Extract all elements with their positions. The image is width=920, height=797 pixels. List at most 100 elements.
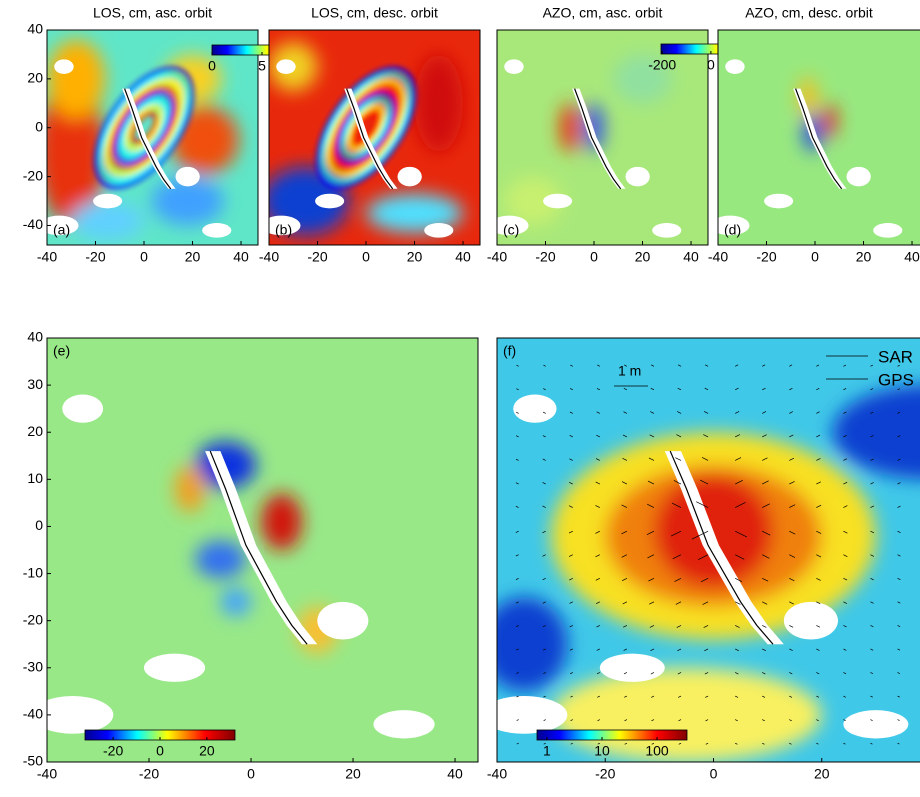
no-data	[54, 59, 73, 74]
x-tick-label: 20	[814, 766, 830, 782]
x-tick-label: -40	[708, 249, 728, 265]
no-data	[373, 710, 434, 738]
colorbar-tick-label: -20	[103, 743, 123, 759]
map-image	[37, 30, 258, 245]
no-data	[725, 59, 744, 74]
panel: AZO, cm, desc. orbit(d)-40-2002040	[708, 5, 920, 265]
x-tick-label: 40	[683, 249, 699, 265]
x-tick-label: 0	[140, 249, 148, 265]
no-data	[202, 223, 231, 238]
no-data	[652, 223, 681, 238]
legend-label: SAR	[878, 347, 913, 366]
colorbar-tick-label: 10	[594, 743, 610, 759]
no-data	[843, 710, 908, 738]
panel: (e)-40-2002040-50-40-30-20-10010203040-2…	[23, 329, 478, 782]
x-tick-label: 20	[856, 249, 872, 265]
x-tick-label: -20	[595, 766, 615, 782]
x-tick-label: -20	[85, 249, 105, 265]
figure: LOS, cm, asc. orbit(a)-40-2002040-40-200…	[0, 0, 920, 797]
x-tick-label: -40	[259, 249, 279, 265]
y-tick-label: 10	[27, 470, 43, 486]
panel-title: AZO, cm, asc. orbit	[543, 5, 663, 21]
colorbar-tick-label: 1	[543, 743, 551, 759]
no-data	[600, 654, 665, 682]
no-data	[543, 194, 572, 209]
colorbar-tick-label: 5	[258, 58, 266, 74]
blob	[195, 541, 246, 579]
x-tick-label: -20	[756, 249, 776, 265]
no-data	[317, 602, 368, 640]
blob	[415, 54, 464, 152]
colorbar-tick-label: 0	[707, 57, 715, 73]
blob	[47, 40, 105, 118]
no-data	[398, 167, 422, 187]
x-tick-label: -40	[37, 249, 57, 265]
panel: LOS, cm, desc. orbit(b)-40-2002040	[259, 5, 480, 265]
y-tick-label: 30	[27, 376, 43, 392]
x-tick-label: 40	[447, 766, 463, 782]
y-tick-label: -50	[23, 753, 43, 769]
map-image	[711, 30, 920, 245]
panel-label: (e)	[53, 343, 70, 359]
colorbar	[537, 730, 687, 740]
scale-label: 1 m	[618, 363, 641, 379]
map-image	[262, 30, 480, 245]
panel-label: (d)	[724, 222, 741, 238]
x-tick-label: 20	[185, 249, 201, 265]
blob	[822, 103, 837, 137]
y-tick-label: -20	[23, 611, 43, 627]
y-tick-label: -10	[23, 564, 43, 580]
no-data	[847, 167, 871, 187]
no-data	[784, 602, 838, 640]
panel-label: (f)	[503, 343, 516, 359]
x-tick-label: 20	[635, 249, 651, 265]
panel-label: (a)	[53, 222, 70, 238]
no-data	[176, 167, 200, 187]
x-tick-label: 0	[590, 249, 598, 265]
no-data	[513, 395, 556, 423]
panel-title: LOS, cm, desc. orbit	[311, 5, 438, 21]
panel-title: AZO, cm, desc. orbit	[745, 5, 873, 21]
x-tick-label: 0	[811, 249, 819, 265]
blob	[551, 668, 822, 762]
y-tick-label: -30	[23, 658, 43, 674]
no-data	[315, 194, 344, 209]
x-tick-label: -20	[535, 249, 555, 265]
panel-label: (b)	[275, 222, 292, 238]
x-tick-label: -20	[139, 766, 159, 782]
y-tick-label: 40	[27, 21, 43, 37]
no-data	[424, 223, 453, 238]
panel-label: (c)	[503, 222, 519, 238]
blob	[220, 588, 251, 616]
x-tick-label: 0	[247, 766, 255, 782]
y-tick-label: 0	[35, 118, 43, 134]
x-tick-label: 20	[407, 249, 423, 265]
blob	[175, 465, 206, 512]
y-tick-label: 20	[27, 70, 43, 86]
blob	[261, 493, 302, 550]
colorbar-tick-label: 0	[208, 58, 216, 74]
map-background	[47, 338, 478, 762]
colorbar-tick-label: -200	[648, 57, 676, 73]
panel-title: LOS, cm, asc. orbit	[93, 5, 212, 21]
y-tick-label: -40	[23, 216, 43, 232]
x-tick-label: -40	[487, 766, 507, 782]
x-tick-label: 0	[710, 766, 718, 782]
x-tick-label: 40	[233, 249, 249, 265]
no-data	[873, 223, 902, 238]
no-data	[32, 696, 114, 734]
blob	[654, 475, 773, 588]
x-tick-label: 20	[345, 766, 361, 782]
x-tick-label: 40	[455, 249, 471, 265]
no-data	[504, 59, 523, 74]
y-tick-label: 40	[27, 329, 43, 345]
blob	[481, 597, 568, 691]
y-tick-label: -20	[23, 167, 43, 183]
legend-label: GPS	[878, 370, 914, 389]
y-tick-label: 20	[27, 423, 43, 439]
panel: (f)-40-2002040110100SARGPS1 m	[481, 338, 920, 782]
map-image	[32, 338, 478, 762]
no-data	[626, 167, 650, 187]
blob	[560, 103, 579, 152]
y-tick-label: -40	[23, 706, 43, 722]
